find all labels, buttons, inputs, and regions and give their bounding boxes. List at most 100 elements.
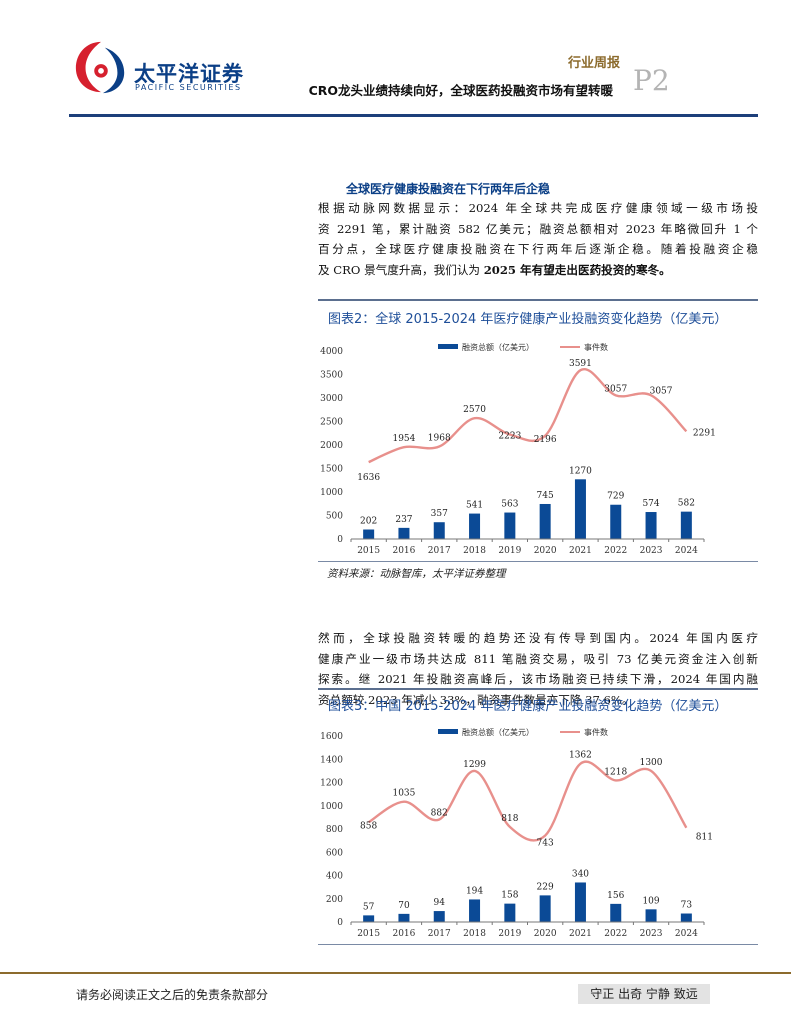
x-tick-label: 2015 — [357, 546, 380, 556]
line-value-label: 1954 — [392, 434, 415, 444]
line-value-label: 3591 — [569, 359, 592, 369]
global-financing-chart: 融资总额（亿美元） 事件数 0 500 1000 1500 2000 2500 3000 3500… — [320, 342, 716, 556]
y-tick-label: 800 — [326, 825, 343, 835]
paragraph-line: 探索。继 2021 年投融资高峰后，该市场融资已持续下滑，2024 年国内融 — [318, 672, 758, 686]
line-value-label: 818 — [501, 814, 518, 824]
y-tick-label: 4000 — [320, 347, 343, 357]
section-heading: 全球医疗健康投融资在下行两年后企稳 — [346, 182, 551, 196]
figure-top-divider — [318, 688, 758, 690]
bar-value-label: 158 — [501, 891, 518, 901]
line-value-label: 3057 — [604, 384, 627, 394]
x-tick-label: 2024 — [675, 546, 698, 556]
x-tick-label: 2021 — [569, 929, 592, 939]
paragraph-line: 百分点，全球医疗健康投融资在下行两年后逐渐企稳。随着投融资企稳 — [318, 242, 758, 256]
line-value-label: 1636 — [357, 473, 380, 483]
line-value-label: 2291 — [693, 428, 716, 438]
line-value-label: 811 — [696, 833, 713, 843]
bar-value-label: 357 — [431, 509, 448, 519]
line-value-label: 2196 — [534, 435, 557, 445]
bar — [433, 522, 445, 539]
x-tick-label: 2015 — [357, 929, 380, 939]
bar-value-label: 194 — [466, 886, 483, 896]
y-tick-label: 1000 — [320, 802, 343, 812]
y-tick-label: 200 — [326, 895, 343, 905]
x-tick-label: 2020 — [534, 546, 557, 556]
x-tick-label: 2023 — [640, 929, 663, 939]
report-type-label: 行业周报 — [567, 56, 620, 71]
line-value-label: 743 — [537, 839, 554, 849]
page-number: P2 — [633, 64, 670, 97]
y-tick-label: 3500 — [320, 371, 343, 381]
paragraph-domestic-financing: 然而，全球投融资转暖的趋势还没有传导到国内。2024 年国内医疗 健康产业一级市… — [318, 628, 758, 710]
bar — [469, 513, 481, 539]
legend-bar-swatch — [438, 344, 458, 349]
bar — [504, 903, 516, 922]
bar — [363, 529, 375, 539]
x-tick-label: 2020 — [534, 929, 557, 939]
footer-disclaimer: 请务必阅读正文之后的免责条款部分 — [76, 988, 269, 1002]
legend-label: 事件数 — [584, 342, 608, 352]
bar-value-label: 745 — [537, 491, 554, 501]
bar-value-label: 109 — [642, 896, 659, 906]
bar — [539, 503, 551, 539]
bar-value-label: 563 — [501, 500, 518, 510]
line-value-label: 1299 — [463, 760, 486, 770]
bar — [539, 895, 551, 922]
y-tick-label: 1200 — [320, 779, 343, 789]
bar — [645, 512, 657, 539]
x-tick-label: 2021 — [569, 546, 592, 556]
bar — [680, 913, 692, 922]
line-value-label: 3057 — [650, 386, 673, 396]
x-tick-label: 2018 — [463, 929, 486, 939]
y-tick-label: 3000 — [320, 394, 343, 404]
legend-bar-swatch — [438, 729, 458, 734]
paragraph-line: 健康产业一级市场共达成 811 笔融资交易，吸引 73 亿美元资金注入创新 — [318, 651, 758, 666]
x-tick-label: 2023 — [640, 546, 663, 556]
paragraph-line: 资 2291 笔，累计融资 582 亿美元；融资总额相对 2023 年略微回升 … — [318, 221, 758, 236]
x-tick-label: 2016 — [392, 929, 415, 939]
paragraph-line: 然而，全球投融资转暖的趋势还没有传导到国内。2024 年国内医疗 — [318, 631, 758, 645]
company-logo-icon — [75, 41, 125, 94]
bar — [433, 911, 445, 922]
bar-value-label: 340 — [572, 869, 589, 879]
bar-value-label: 1270 — [569, 466, 592, 476]
data-source: 资料来源：动脉智库，太平洋证券整理 — [327, 568, 506, 580]
figure-bottom-divider — [318, 561, 758, 562]
bar — [398, 913, 410, 922]
paragraph-line: 根据动脉网数据显示：2024 年全球共完成医疗健康领域一级市场投 — [318, 201, 758, 215]
report-title: CRO龙头业绩持续向好，全球医药投融资市场有望转暖 — [308, 83, 613, 98]
y-tick-label: 1500 — [320, 465, 343, 475]
bar — [680, 511, 692, 539]
bar — [504, 512, 516, 539]
y-tick-label: 0 — [337, 535, 343, 545]
y-tick-label: 0 — [337, 918, 343, 928]
footer-slogan: 守正 出奇 宁静 致远 — [578, 984, 710, 1004]
bar — [610, 504, 622, 539]
bar-value-label: 237 — [395, 515, 412, 525]
figure-bottom-divider — [318, 944, 758, 945]
bar-value-label: 94 — [434, 898, 446, 908]
x-tick-label: 2022 — [604, 546, 627, 556]
bar — [645, 909, 657, 922]
line-value-label: 882 — [431, 808, 448, 818]
x-tick-label: 2017 — [428, 546, 451, 556]
bar-value-label: 156 — [607, 891, 624, 901]
brand-name-cn: 太平洋证券 — [134, 62, 244, 86]
y-tick-label: 1600 — [320, 732, 343, 742]
x-tick-label: 2018 — [463, 546, 486, 556]
y-tick-label: 2000 — [320, 441, 343, 451]
series-line — [368, 368, 688, 464]
line-value-label: 1362 — [569, 751, 592, 761]
paragraph-line: 资总额较 2023 年减少 33%，融资事件数量亦下降 37.6%。 — [318, 692, 634, 707]
y-tick-label: 1400 — [320, 755, 343, 765]
line-value-label: 1300 — [640, 758, 663, 768]
legend-label: 融资总额（亿美元） — [462, 727, 534, 737]
figure-title: 图表2：全球 2015-2024 年医疗健康产业投融资变化趋势（亿美元） — [328, 312, 728, 327]
bar-value-label: 57 — [363, 902, 375, 912]
bar — [574, 479, 586, 539]
line-value-label: 1218 — [604, 767, 627, 777]
figure-top-divider — [318, 299, 758, 301]
figure-title: 图表3：中国 2015-2024 年医疗健康产业投融资变化趋势（亿美元） — [328, 699, 728, 714]
y-tick-label: 500 — [326, 512, 343, 522]
x-tick-label: 2017 — [428, 929, 451, 939]
